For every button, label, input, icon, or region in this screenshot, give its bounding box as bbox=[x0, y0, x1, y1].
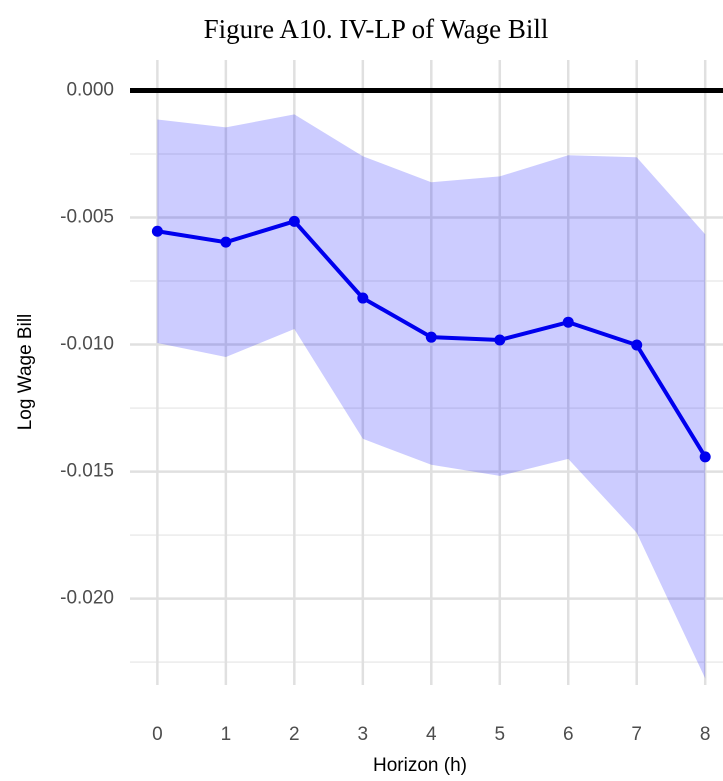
point bbox=[288, 215, 300, 227]
x-tick-label: 6 bbox=[563, 724, 574, 745]
point bbox=[494, 334, 506, 346]
x-tick-label: 7 bbox=[631, 724, 642, 745]
y-axis-label: Log Wage Bill bbox=[15, 314, 36, 431]
point bbox=[357, 292, 369, 304]
point bbox=[631, 339, 643, 351]
y-tick-label: -0.010 bbox=[60, 334, 114, 355]
x-tick-label: 5 bbox=[494, 724, 505, 745]
point bbox=[151, 225, 163, 237]
y-tick-label: -0.005 bbox=[60, 207, 114, 228]
x-tick-label: 8 bbox=[700, 724, 711, 745]
y-tick-label: -0.020 bbox=[60, 588, 114, 609]
x-axis-label: Horizon (h) bbox=[373, 755, 467, 776]
y-tick-label: -0.015 bbox=[60, 461, 114, 482]
x-tick-label: 2 bbox=[289, 724, 300, 745]
x-tick-label: 4 bbox=[426, 724, 437, 745]
point bbox=[562, 316, 574, 328]
x-tick-label: 3 bbox=[358, 724, 369, 745]
point bbox=[699, 451, 711, 463]
chart-title: Figure A10. IV-LP of Wage Bill bbox=[204, 14, 549, 44]
point bbox=[220, 236, 232, 248]
x-tick-label: 0 bbox=[152, 724, 163, 745]
x-tick-label: 1 bbox=[221, 724, 232, 745]
confidence-band bbox=[157, 114, 706, 679]
y-tick-label: 0.000 bbox=[66, 80, 114, 101]
point bbox=[425, 331, 437, 343]
